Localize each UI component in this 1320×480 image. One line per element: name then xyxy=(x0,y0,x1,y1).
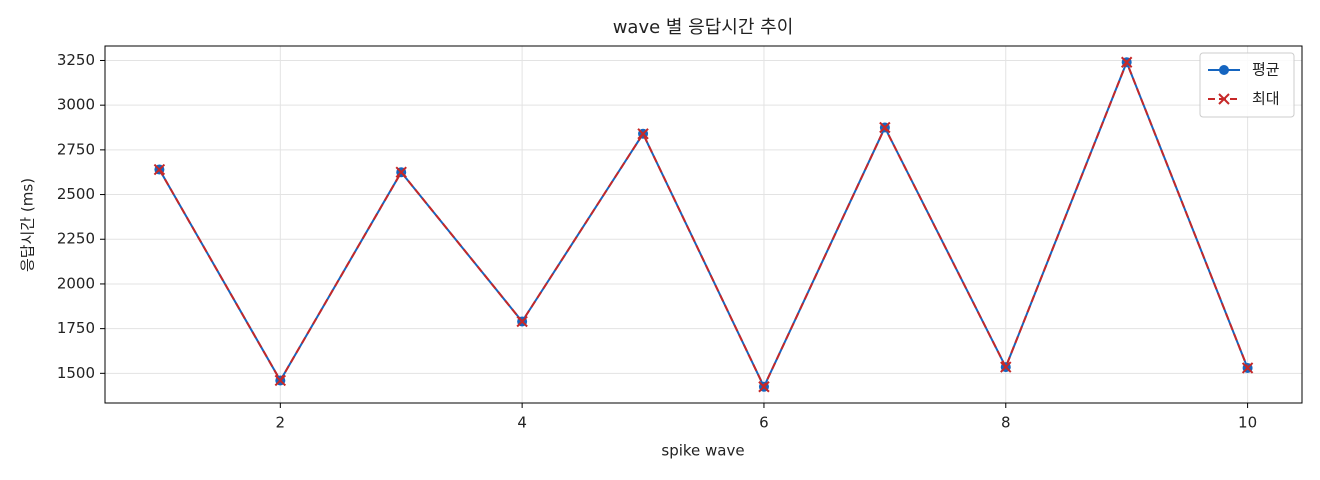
y-tick-label: 1500 xyxy=(57,364,95,382)
legend-label: 평균 xyxy=(1252,61,1280,79)
y-tick-label: 3250 xyxy=(57,51,95,69)
y-tick-label: 1750 xyxy=(57,319,95,337)
chart-title: wave 별 응답시간 추이 xyxy=(613,17,794,38)
x-tick-label: 10 xyxy=(1238,414,1257,432)
y-tick-label: 2000 xyxy=(57,274,95,292)
x-tick-label: 6 xyxy=(759,414,769,432)
legend-marker xyxy=(1219,65,1229,75)
legend-label: 최대 xyxy=(1252,90,1280,108)
marker xyxy=(153,163,166,176)
plot-frame xyxy=(104,45,1303,404)
marker xyxy=(637,128,649,140)
y-tick-label: 2750 xyxy=(57,140,95,158)
marker xyxy=(879,121,891,134)
y-axis-label: 응답시간 (ms) xyxy=(19,178,37,272)
x-tick-label: 8 xyxy=(1001,414,1011,432)
legend-box xyxy=(1199,52,1295,118)
y-tick-label: 2250 xyxy=(57,230,95,248)
x-axis-label: spike wave xyxy=(661,442,744,460)
y-tick-label: 3000 xyxy=(57,96,95,114)
y-tick-label: 2500 xyxy=(57,185,95,203)
marker xyxy=(1000,361,1012,373)
series-line xyxy=(158,59,1249,390)
legend-marker xyxy=(1218,93,1230,105)
marker xyxy=(516,315,528,328)
x-tick-label: 4 xyxy=(517,414,527,432)
x-tick-label: 2 xyxy=(276,414,286,432)
marker xyxy=(274,374,287,387)
series-line xyxy=(158,59,1249,390)
marker xyxy=(1120,56,1133,68)
marker xyxy=(395,166,407,178)
marker xyxy=(1241,362,1254,374)
marker xyxy=(758,381,770,393)
